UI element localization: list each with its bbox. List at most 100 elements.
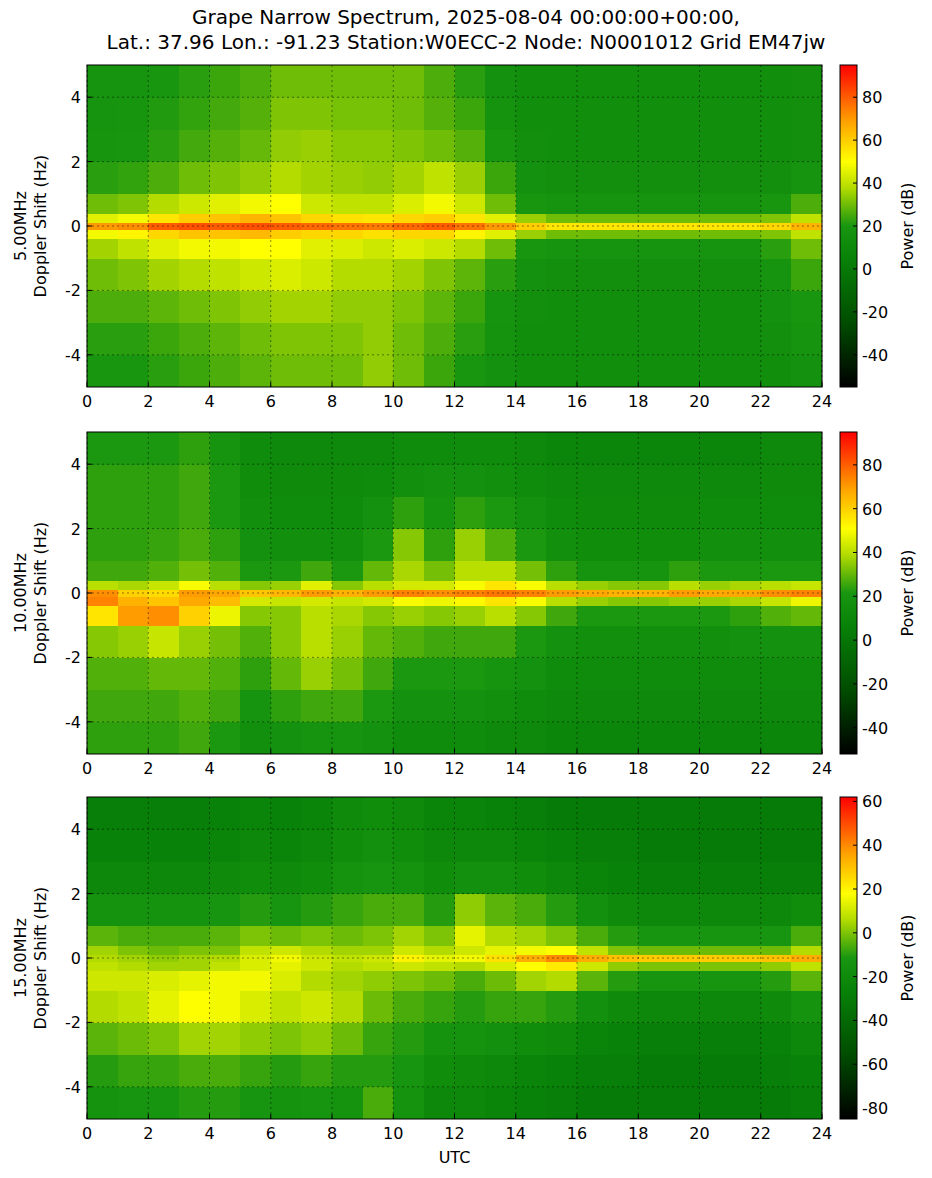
cell [700, 229, 731, 239]
x-tick-label: 16 [567, 1124, 587, 1143]
cell [730, 239, 761, 259]
cell [424, 290, 455, 323]
cell [332, 97, 363, 130]
cell [240, 213, 271, 223]
cell [271, 1055, 302, 1088]
cell [210, 1087, 241, 1119]
cell [87, 258, 118, 291]
cell [87, 971, 118, 991]
cell [179, 290, 210, 323]
cell [87, 496, 118, 529]
cell [148, 606, 179, 626]
grid-line [87, 464, 822, 465]
cell [118, 580, 149, 590]
cell [332, 797, 363, 830]
cell [791, 926, 822, 946]
cell [546, 894, 577, 927]
cell [669, 432, 700, 465]
cell [577, 65, 608, 98]
grid-line [270, 797, 271, 1119]
cell [363, 926, 394, 946]
cell [516, 323, 547, 356]
cell [608, 596, 639, 606]
cell [240, 239, 271, 259]
cell [363, 606, 394, 626]
cell [455, 894, 486, 927]
cell [516, 432, 547, 465]
cell [118, 213, 149, 223]
cell [148, 129, 179, 162]
cell [516, 797, 547, 830]
cell [301, 258, 332, 291]
cell [730, 606, 761, 626]
cell [700, 926, 731, 946]
colorbar-tick [853, 97, 857, 98]
colorbar-tick-label: -20 [862, 303, 888, 322]
cell [393, 229, 424, 239]
colorbar [840, 797, 857, 1119]
x-tick [638, 1114, 639, 1119]
cell [577, 722, 608, 754]
cell [577, 606, 608, 626]
x-tick-label: 22 [751, 759, 771, 778]
cell [271, 432, 302, 465]
cell [210, 1022, 241, 1055]
cell [455, 194, 486, 214]
cell [485, 258, 516, 291]
cell [240, 258, 271, 291]
cell [424, 464, 455, 497]
cell [301, 239, 332, 259]
cell [148, 926, 179, 946]
cell [546, 971, 577, 991]
cell [761, 97, 792, 130]
cell [210, 97, 241, 130]
cell [485, 1022, 516, 1055]
cell [761, 690, 792, 723]
grid-line [209, 65, 210, 387]
cell [638, 606, 669, 626]
cell [118, 797, 149, 830]
cell [791, 162, 822, 195]
cell [301, 355, 332, 387]
cell [791, 971, 822, 991]
cell [546, 162, 577, 195]
cell [485, 580, 516, 590]
x-tick [87, 1114, 88, 1119]
cell [271, 129, 302, 162]
cell [148, 290, 179, 323]
cell [516, 290, 547, 323]
cell [210, 690, 241, 723]
cell [424, 323, 455, 356]
cell [240, 926, 271, 946]
cell [546, 861, 577, 894]
cell [546, 596, 577, 606]
x-tick-label: 22 [751, 392, 771, 411]
x-tick-label: 18 [628, 1124, 648, 1143]
x-tick [270, 382, 271, 387]
cell [363, 194, 394, 214]
cell [118, 323, 149, 356]
cell [669, 129, 700, 162]
cell [179, 1055, 210, 1088]
y-tick-label: 2 [71, 885, 81, 904]
cell [546, 580, 577, 590]
cell [516, 1022, 547, 1055]
cell [761, 129, 792, 162]
cell [761, 596, 792, 606]
y-tick-label: 2 [71, 153, 81, 172]
cell [455, 97, 486, 130]
cell [700, 529, 731, 562]
cell [791, 580, 822, 590]
cell [87, 945, 118, 955]
cell [577, 971, 608, 991]
cell [546, 529, 577, 562]
cell [761, 1055, 792, 1088]
cell [730, 625, 761, 658]
cell [179, 496, 210, 529]
cell [730, 926, 761, 946]
cell [730, 580, 761, 590]
cell [118, 657, 149, 690]
cell [393, 625, 424, 658]
cell [608, 1055, 639, 1088]
cell [455, 829, 486, 862]
